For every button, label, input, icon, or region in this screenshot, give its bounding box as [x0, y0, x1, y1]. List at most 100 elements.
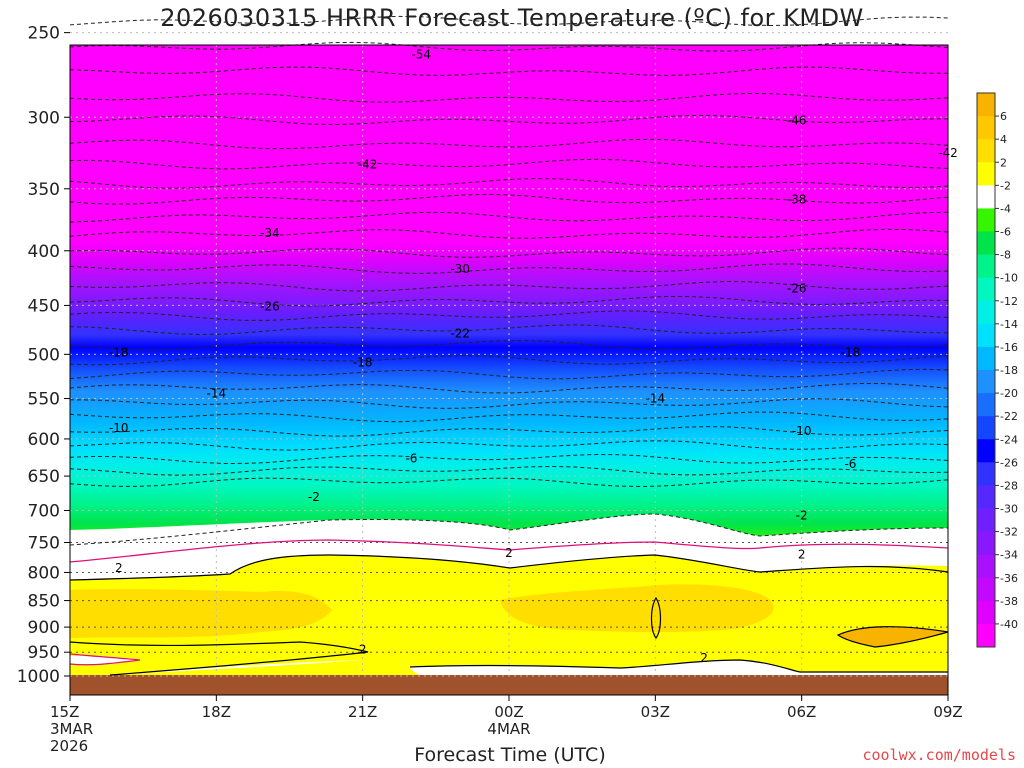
colorbar-swatch: [977, 623, 995, 648]
near-zero-pocket-right: [410, 660, 948, 675]
freezing-line-lower: [69, 653, 141, 666]
y-tick-label: 650: [28, 467, 60, 487]
x-tick-label: 3MAR: [50, 720, 93, 738]
contour-label: -2: [796, 509, 808, 523]
x-axis-label: Forecast Time (UTC): [414, 744, 606, 766]
colorbar-swatch: [977, 323, 995, 348]
colorbar-label: -38: [1000, 595, 1018, 608]
colorbar-label: -6: [1000, 226, 1011, 239]
contour-label: -10: [792, 424, 812, 438]
contour-label: 2: [700, 651, 708, 665]
colorbar: 6 4 2 -2 -4 -6 -8 -10 -12 -14 -16 -18 -20 -22 -24 -26 -2…: [976, 92, 1018, 648]
x-tick-label: 06Z: [787, 703, 816, 721]
contour-label: -18: [841, 345, 861, 359]
contour-line-negative: [69, 15, 949, 27]
colorbar-swatch: [977, 554, 995, 579]
y-tick-label: 550: [28, 390, 60, 410]
colorbar-swatch: [977, 370, 995, 394]
y-tick-label: 600: [28, 430, 60, 450]
colorbar-label: -20: [1000, 387, 1018, 400]
contour-label: -26: [787, 282, 807, 296]
contour-lines: [69, 15, 949, 676]
x-tick-label: 21Z: [348, 703, 377, 721]
contour-labels: -54-46-42-42-38-34-30-26-26-22-18-18-18-…: [109, 47, 958, 665]
x-tick-label: 15Z: [50, 703, 79, 721]
y-tick-label: 500: [28, 345, 60, 365]
colorbar-label: 6: [1000, 110, 1007, 123]
contour-label: -30: [450, 262, 470, 276]
colorbar-swatch: [977, 116, 995, 140]
ground-below-surface: [70, 675, 948, 695]
y-tick-label: 350: [28, 180, 60, 200]
warm-region-right: [838, 626, 948, 647]
y-tick-label: 900: [28, 618, 60, 638]
y-tick-label: 300: [28, 108, 60, 128]
colorbar-swatch: [977, 208, 995, 232]
y-tick-label: 800: [28, 563, 60, 583]
contour-line-warm-right: [836, 626, 949, 648]
contour-label: -26: [260, 299, 280, 313]
colorbar-swatch: [977, 577, 995, 602]
contour-line-minus2: [69, 513, 949, 546]
contour-line-2c-lower: [69, 641, 369, 676]
chart-title: 2026030315 HRRR Forecast Temperature (ºC…: [160, 4, 864, 32]
colorbar-label: -8: [1000, 249, 1011, 262]
contour-label: -14: [207, 386, 227, 400]
contour-label: -10: [109, 421, 129, 435]
contour-line-2c: [69, 554, 949, 581]
contour-label: -2: [308, 490, 320, 504]
contour-label: -6: [405, 452, 417, 466]
colorbar-swatch: [977, 185, 995, 209]
contour-line-2c-surface: [409, 659, 948, 673]
colorbar-label: -28: [1000, 479, 1018, 492]
x-tick-label: 18Z: [202, 703, 231, 721]
x-tick-label: 03Z: [641, 703, 670, 721]
colorbar-label: -30: [1000, 503, 1018, 516]
colorbar-swatch: [977, 485, 995, 509]
y-tick-label: 850: [28, 592, 60, 612]
x-tick-label: 2026: [50, 737, 88, 755]
contour-label: -22: [450, 326, 470, 340]
y-tick-label: 400: [28, 242, 60, 262]
colorbar-swatch: [977, 139, 995, 163]
warm-region-center: [500, 584, 774, 632]
colorbar-swatch: [977, 277, 995, 302]
colorbar-swatch: [977, 300, 995, 325]
y-tick-label: 250: [28, 24, 60, 44]
colorbar-swatch: [977, 531, 995, 556]
contour-label: -38: [787, 192, 807, 206]
colorbar-label: -36: [1000, 572, 1018, 585]
colorbar-label: -16: [1000, 341, 1018, 354]
y-tick-label: 1000: [17, 667, 60, 687]
colorbar-label: -26: [1000, 456, 1018, 469]
contour-line-warm-pocket: [650, 596, 662, 640]
colorbar-label: 4: [1000, 133, 1007, 146]
freezing-line: [69, 539, 949, 563]
colorbar-swatch: [977, 231, 995, 255]
contour-label: -42: [358, 157, 378, 171]
contour-label: -18: [353, 356, 373, 370]
y-tick-label: 450: [28, 296, 60, 316]
contour-label: 2: [115, 561, 123, 575]
colorbar-swatch: [977, 393, 995, 417]
contour-label: -54: [411, 47, 431, 61]
colorbar-label: -10: [1000, 272, 1018, 285]
horizontal-grid: [70, 32, 948, 677]
contour-label: -14: [646, 392, 666, 406]
y-tick-label: 950: [28, 643, 60, 663]
contour-label: -34: [260, 226, 280, 240]
x-tick-label: 00Z: [494, 703, 523, 721]
colorbar-label: -18: [1000, 364, 1018, 377]
colorbar-label: -40: [1000, 618, 1018, 631]
colorbar-swatch: [977, 416, 995, 440]
colorbar-swatch: [977, 93, 995, 117]
near-zero-pocket-surface: [110, 660, 360, 675]
contour-label: 2: [359, 643, 367, 657]
colorbar-label: -24: [1000, 433, 1018, 446]
source-credit: coolwx.com/models: [862, 746, 1016, 764]
colorbar-label: -22: [1000, 410, 1018, 423]
colorbar-swatch: [977, 439, 995, 463]
y-tick-label: 700: [28, 501, 60, 521]
